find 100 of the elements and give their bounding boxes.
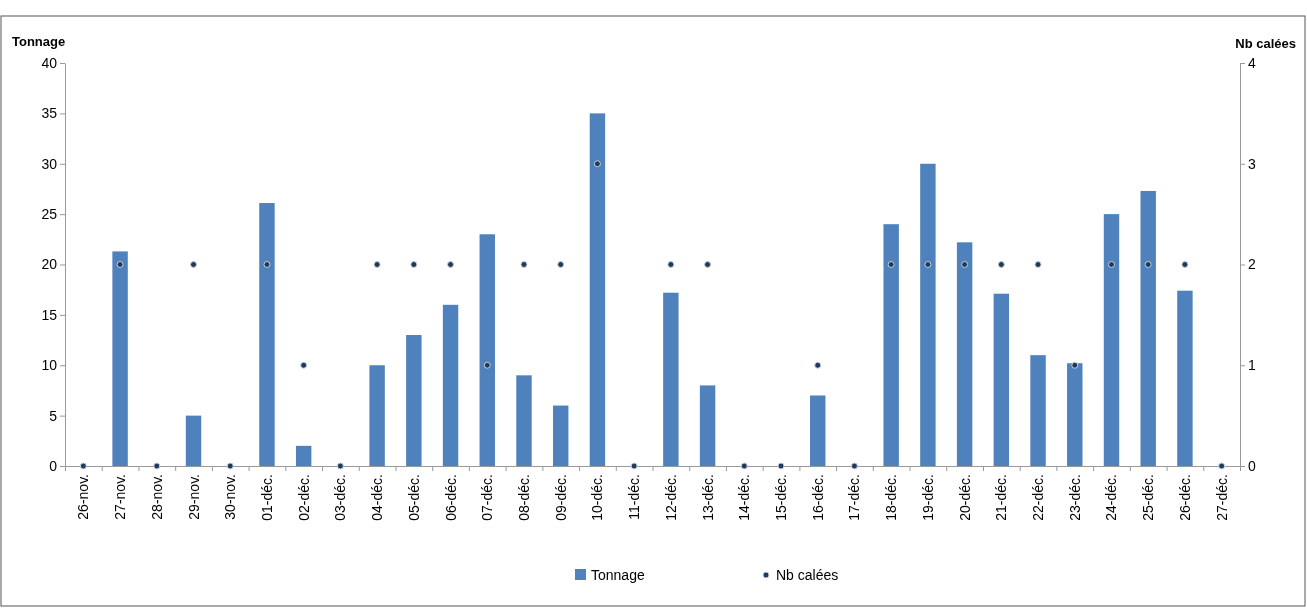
x-tick-label: 26-nov.: [75, 474, 92, 520]
bar: [993, 293, 1010, 466]
point: [850, 462, 858, 470]
x-tick-label: 26-déc.: [1176, 474, 1193, 521]
point: [1218, 462, 1226, 470]
point: [961, 261, 969, 268]
point: [814, 361, 822, 369]
point: [1144, 261, 1152, 268]
point: [226, 462, 234, 470]
point: [336, 462, 344, 470]
bar: [1030, 355, 1046, 466]
x-tick-label: 29-nov.: [185, 474, 202, 520]
bar: [552, 405, 569, 466]
x-tick-label: 27-nov.: [112, 474, 129, 520]
bar: [1103, 214, 1120, 466]
bar: [442, 304, 459, 466]
x-tick-label: 07-déc.: [479, 474, 496, 521]
y-tick-label: 25: [41, 206, 58, 223]
point: [1034, 261, 1042, 268]
bar: [259, 203, 275, 466]
bar: [589, 113, 606, 466]
x-tick-label: 23-déc.: [1066, 474, 1083, 521]
y-tick-label: 40: [41, 54, 58, 71]
point: [447, 261, 455, 268]
x-tick-label: 25-déc.: [1140, 474, 1157, 521]
bar: [663, 292, 679, 466]
x-tick-label: 15-déc.: [773, 474, 790, 521]
bar: [1140, 190, 1156, 466]
point: [593, 160, 601, 168]
bar: [920, 163, 936, 466]
point: [483, 361, 491, 369]
bar: [883, 224, 899, 466]
point: [557, 261, 565, 268]
y-tick-label: 35: [41, 105, 58, 122]
point: [1181, 261, 1189, 268]
x-tick-label: 03-déc.: [332, 474, 349, 521]
x-tick-label: 17-déc.: [846, 474, 863, 521]
point: [190, 261, 197, 268]
x-tick-label: 10-déc.: [589, 474, 606, 521]
point: [263, 261, 271, 268]
y2-axis-title: Nb calées: [1235, 36, 1296, 51]
x-tick-label: 24-déc.: [1103, 474, 1120, 521]
point: [667, 261, 675, 268]
x-tick-label: 12-déc.: [662, 474, 679, 521]
bar: [1067, 363, 1083, 466]
x-tick-label: 28-nov.: [148, 474, 165, 520]
bar: [479, 234, 495, 466]
y-tick-label: 5: [49, 407, 58, 424]
x-tick-label: 14-déc.: [736, 474, 753, 521]
point: [777, 462, 785, 470]
y2-tick-label: 4: [1248, 54, 1256, 71]
point: [116, 261, 124, 268]
y-tick-label: 15: [41, 306, 58, 323]
point: [1071, 361, 1079, 369]
legend-label: Nb calées: [776, 567, 839, 583]
x-tick-label: 13-déc.: [699, 474, 716, 521]
point: [740, 462, 748, 470]
x-tick-label: 21-déc.: [993, 474, 1010, 521]
x-tick-label: 02-déc.: [295, 474, 312, 521]
bar: [112, 251, 128, 466]
y-tick-label: 20: [41, 256, 58, 273]
bar: [1177, 290, 1193, 466]
bar: [369, 365, 385, 466]
y2-tick-label: 1: [1248, 357, 1256, 374]
x-tick-label: 04-déc.: [369, 474, 386, 521]
bar: [295, 445, 312, 466]
point: [300, 361, 308, 369]
y2-tick-label: 3: [1248, 155, 1256, 172]
point: [373, 261, 381, 268]
point: [924, 261, 932, 268]
x-tick-label: 27-déc.: [1213, 474, 1230, 521]
bar: [699, 385, 716, 466]
y-tick-label: 0: [49, 457, 58, 474]
bar: [956, 242, 973, 466]
point: [704, 261, 712, 268]
point: [520, 261, 528, 268]
x-tick-label: 18-déc.: [883, 474, 900, 521]
point: [997, 261, 1005, 268]
x-tick-label: 01-déc.: [258, 474, 275, 521]
x-tick-label: 20-déc.: [956, 474, 973, 521]
point: [887, 261, 895, 268]
x-tick-label: 30-nov.: [222, 474, 239, 520]
point: [79, 462, 87, 470]
x-tick-label: 11-déc.: [626, 474, 643, 520]
point: [410, 261, 418, 268]
x-tick-label: 08-déc.: [515, 474, 532, 521]
legend-label: Tonnage: [591, 567, 645, 583]
x-tick-label: 19-déc.: [919, 474, 936, 521]
y-tick-label: 30: [41, 155, 58, 172]
bar: [516, 375, 532, 466]
x-tick-label: 05-déc.: [405, 474, 422, 521]
x-tick-label: 06-déc.: [442, 474, 459, 521]
y-axis-title: Tonnage: [12, 34, 66, 49]
bar: [810, 395, 826, 466]
x-tick-label: 22-déc.: [1030, 474, 1047, 521]
bar: [406, 335, 422, 466]
point: [1108, 261, 1115, 268]
y-tick-label: 10: [41, 357, 58, 374]
x-tick-label: 16-déc.: [809, 474, 826, 521]
bar: [185, 415, 202, 466]
